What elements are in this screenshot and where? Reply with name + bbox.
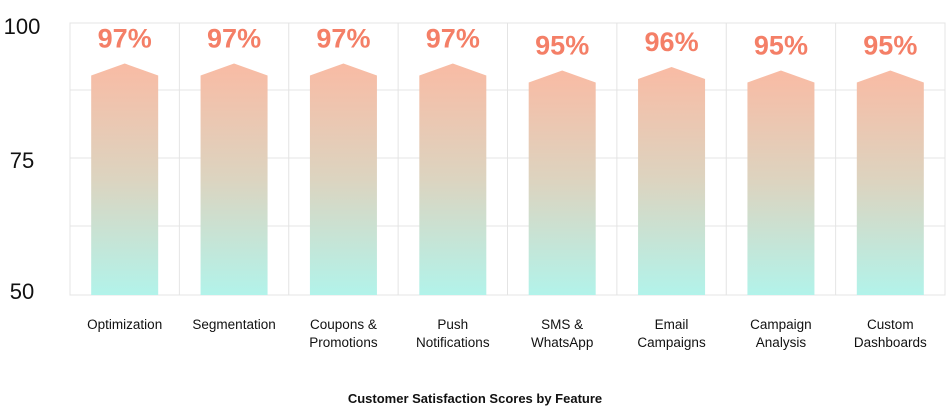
value-label-6: 95% [754, 31, 808, 61]
bar-1 [200, 63, 268, 295]
x-tick-label-0: Optimization [87, 317, 162, 332]
x-tick-label-line: Promotions [309, 335, 378, 350]
value-label-5: 96% [645, 27, 699, 57]
x-tick-label-5: Email Campaigns [637, 317, 706, 350]
x-tick-label-line: Analysis [756, 335, 807, 350]
bars [91, 63, 924, 295]
y-axis-ticks: 50 75 100 [4, 14, 41, 304]
value-labels: 97% 97% 97% 97% 95% 96% 95% 95% [98, 24, 918, 61]
x-tick-label-line: Campaign [750, 317, 812, 332]
x-tick-label-line: Optimization [87, 317, 162, 332]
value-label-3: 97% [426, 24, 480, 54]
y-tick-label-50: 50 [10, 279, 34, 304]
chart-title: Customer Satisfaction Scores by Feature [348, 391, 602, 406]
x-tick-label-line: Push [437, 317, 468, 332]
value-label-4: 95% [535, 31, 589, 61]
bar-2 [309, 63, 377, 295]
x-tick-label-line: Notifications [416, 335, 490, 350]
x-tick-label-line: Email [655, 317, 689, 332]
x-tick-label-4: SMS & WhatsApp [531, 317, 593, 350]
bar-5 [638, 67, 706, 295]
value-label-1: 97% [207, 24, 261, 54]
x-tick-label-2: Coupons & Promotions [309, 317, 378, 350]
y-tick-label-100: 100 [4, 14, 41, 39]
x-tick-label-line: SMS & [541, 317, 583, 332]
bar-7 [856, 70, 924, 295]
x-tick-label-line: Coupons & [310, 317, 377, 332]
value-label-0: 97% [98, 24, 152, 54]
x-tick-label-line: Dashboards [854, 335, 927, 350]
x-axis-ticks: Optimization Segmentation Coupons & Promoti… [87, 317, 927, 350]
y-tick-label-75: 75 [10, 148, 34, 173]
x-tick-label-1: Segmentation [192, 317, 275, 332]
x-tick-label-line: Segmentation [192, 317, 275, 332]
bar-0 [91, 63, 159, 295]
x-tick-label-line: WhatsApp [531, 335, 593, 350]
bar-4 [528, 70, 596, 295]
value-label-2: 97% [316, 24, 370, 54]
x-tick-label-line: Custom [867, 317, 914, 332]
x-tick-label-6: Campaign Analysis [750, 317, 812, 350]
bar-3 [419, 63, 487, 295]
x-tick-label-7: Custom Dashboards [854, 317, 927, 350]
value-label-7: 95% [863, 31, 917, 61]
bar-6 [747, 70, 815, 295]
x-tick-label-3: Push Notifications [416, 317, 490, 350]
x-tick-label-line: Campaigns [637, 335, 706, 350]
